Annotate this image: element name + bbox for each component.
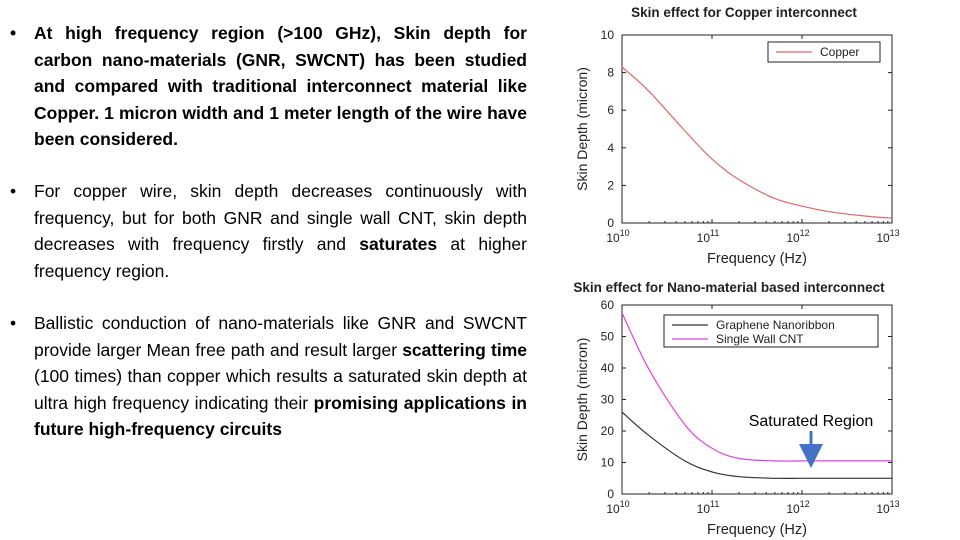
x-tick-label: 1013: [876, 228, 899, 245]
chart-title: Skin effect for Copper interconnect: [631, 5, 857, 20]
bullet-2: • For copper wire, skin depth decreases …: [10, 178, 527, 284]
bullet-2-post: at higher frequency region.: [34, 234, 527, 281]
series-line-graphene-nanoribbon: [621, 411, 892, 479]
y-tick-label: 40: [601, 361, 615, 375]
y-tick-label: 30: [601, 393, 615, 407]
series-line-copper: [621, 66, 893, 219]
y-tick-label: 0: [607, 216, 614, 230]
legend-label: Copper: [820, 45, 859, 59]
legend-box: [767, 41, 881, 63]
bullet-3: • Ballistic conduction of nano-materials…: [10, 310, 527, 443]
x-tick-label: 1011: [697, 228, 720, 245]
x-tick-label: 1010: [606, 228, 629, 245]
bullet-2-pre: For copper wire, skin depth decreases co…: [34, 181, 527, 254]
annotation-label: Saturated Region: [749, 413, 874, 430]
y-tick-label: 10: [601, 28, 615, 42]
legend-box: [663, 314, 879, 348]
y-tick-label: 6: [607, 103, 614, 117]
y-axis-label: Skin Depth (micron): [574, 338, 590, 462]
y-tick-label: 50: [601, 330, 615, 344]
y-tick-label: 10: [601, 456, 615, 470]
legend-label: Graphene Nanoribbon: [716, 318, 835, 332]
bullet-3-bold: scattering time: [402, 339, 527, 360]
y-tick-label: 0: [607, 487, 614, 501]
x-tick-label: 1012: [786, 228, 809, 245]
plot-area: [621, 34, 893, 224]
bullet-dot: •: [10, 23, 17, 43]
legend: Copper: [767, 41, 881, 63]
bullet-1-text: At high frequency region (>100 GHz), Ski…: [34, 23, 527, 149]
bullet-1: • At high frequency region (>100 GHz), S…: [10, 20, 527, 153]
y-tick-label: 20: [601, 424, 615, 438]
x-tick-label: 1011: [697, 499, 720, 516]
x-axis-label: Frequency (Hz): [707, 251, 807, 267]
bullet-dot: •: [10, 181, 17, 201]
y-tick-label: 4: [607, 141, 614, 155]
y-tick-label: 8: [607, 66, 614, 80]
x-tick-label: 1010: [606, 499, 629, 516]
legend-label: Single Wall CNT: [716, 332, 804, 346]
x-tick-label: 1012: [786, 499, 809, 516]
bullet-dot: •: [10, 313, 17, 333]
series-line-single-wall-cnt: [621, 312, 892, 462]
x-tick-label: 1013: [876, 499, 899, 516]
bullet-3-pre: Ballistic conduction of nano-materials l…: [34, 313, 527, 360]
y-tick-label: 60: [601, 298, 615, 312]
bullet-2-bold: saturates: [359, 234, 438, 254]
bullet-3-bold2: promising applications in future high-fr…: [34, 392, 527, 440]
chart-title: Skin effect for Nano-material based inte…: [573, 280, 885, 295]
bullet-3-mid: (100 times) than copper which results a …: [34, 366, 527, 413]
chart-1: Skin effect for Copper interconnect 0 2 4 6 8…: [574, 5, 900, 267]
y-axis-label: Skin Depth (micron): [574, 67, 590, 191]
chart-2: Skin effect for Nano-material based inte…: [573, 280, 899, 538]
y-tick-label: 2: [607, 178, 614, 192]
x-axis-label: Frequency (Hz): [707, 522, 807, 538]
